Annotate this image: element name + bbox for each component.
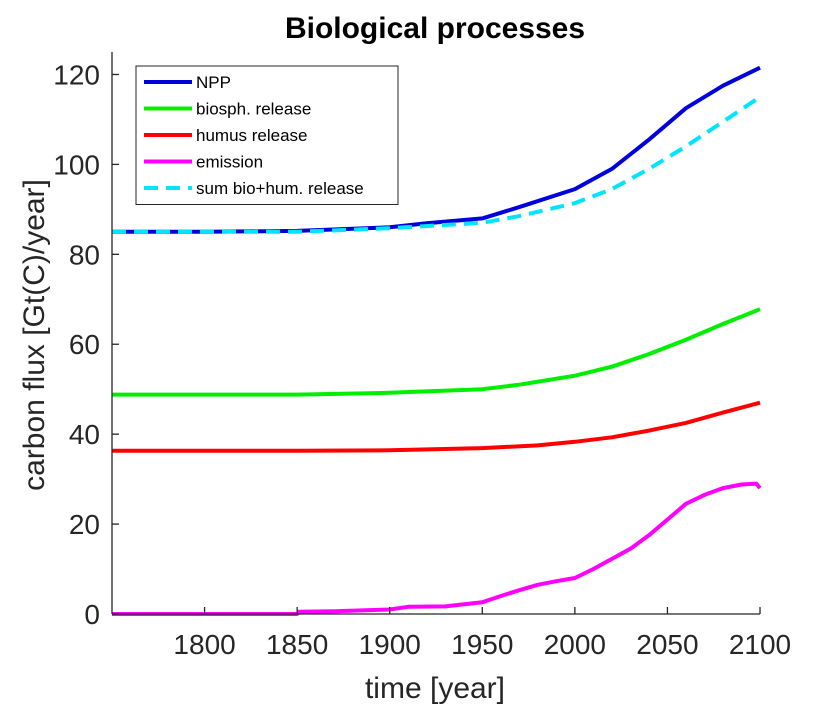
axes: 1800 1850 1900 1950 2000 2050 2100 0 20 40 60 80 100…	[53, 52, 791, 660]
x-tick-label: 1900	[359, 629, 421, 660]
y-axis-label: carbon flux [Gt(C)/year]	[18, 179, 51, 491]
x-tick-label: 1950	[451, 629, 513, 660]
y-tick-label: 40	[69, 419, 100, 450]
series-line-biosph-release	[112, 307, 761, 397]
legend-label: emission	[196, 153, 263, 172]
y-tick-label: 120	[53, 59, 100, 90]
chart-title: Biological processes	[285, 12, 585, 45]
series-line-humus-release	[112, 400, 761, 453]
x-tick-label: 2050	[636, 629, 698, 660]
series-line-emission	[112, 481, 762, 616]
legend-label: sum bio+hum. release	[196, 179, 364, 198]
x-tick-label: 1800	[173, 629, 235, 660]
x-tick-label: 2100	[729, 629, 791, 660]
y-tick-label: 100	[53, 149, 100, 180]
x-tick-label: 2000	[544, 629, 606, 660]
legend-label: biosph. release	[196, 100, 311, 119]
legend-label: humus release	[196, 126, 308, 145]
series-line-sum-bio-hum-release	[112, 95, 762, 234]
legend-label: NPP	[196, 73, 231, 92]
x-tick-label: 1850	[266, 629, 328, 660]
x-axis-label: time [year]	[365, 672, 505, 705]
y-tick-label: 20	[69, 509, 100, 540]
legend: NPP biosph. release humus release emission s…	[135, 65, 399, 205]
series-layer	[112, 65, 762, 616]
y-tick-label: 80	[69, 239, 100, 270]
y-tick-label: 0	[84, 599, 100, 630]
y-tick-label: 60	[69, 329, 100, 360]
